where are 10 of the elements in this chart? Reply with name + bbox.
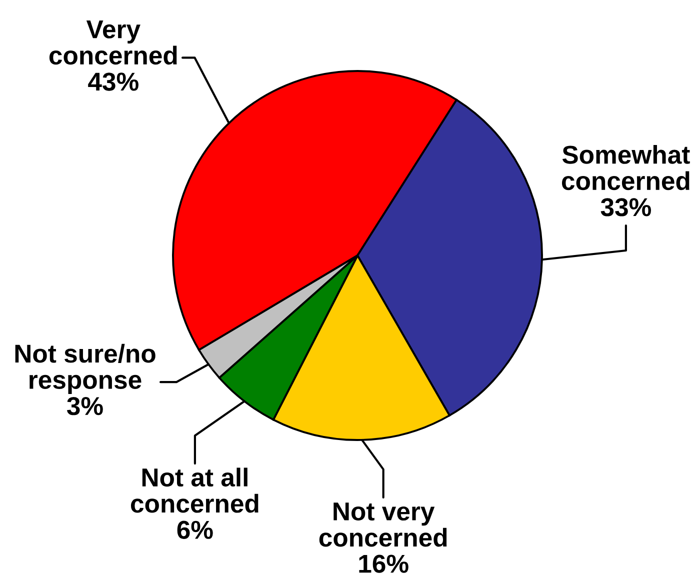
data-label: 3% <box>67 396 103 416</box>
slice-label: Not very concerned <box>319 502 447 547</box>
slice-label: Not at all concerned <box>130 468 258 513</box>
data-label: 33% <box>600 198 651 216</box>
data-label: 6% <box>177 520 213 539</box>
data-label: 16% <box>359 554 408 573</box>
slice-label: Very concerned <box>49 20 177 65</box>
slice-label: Not sure/no response <box>15 344 156 394</box>
data-label: 43% <box>88 72 138 91</box>
slice-label: Somewhat concerned <box>562 145 690 190</box>
